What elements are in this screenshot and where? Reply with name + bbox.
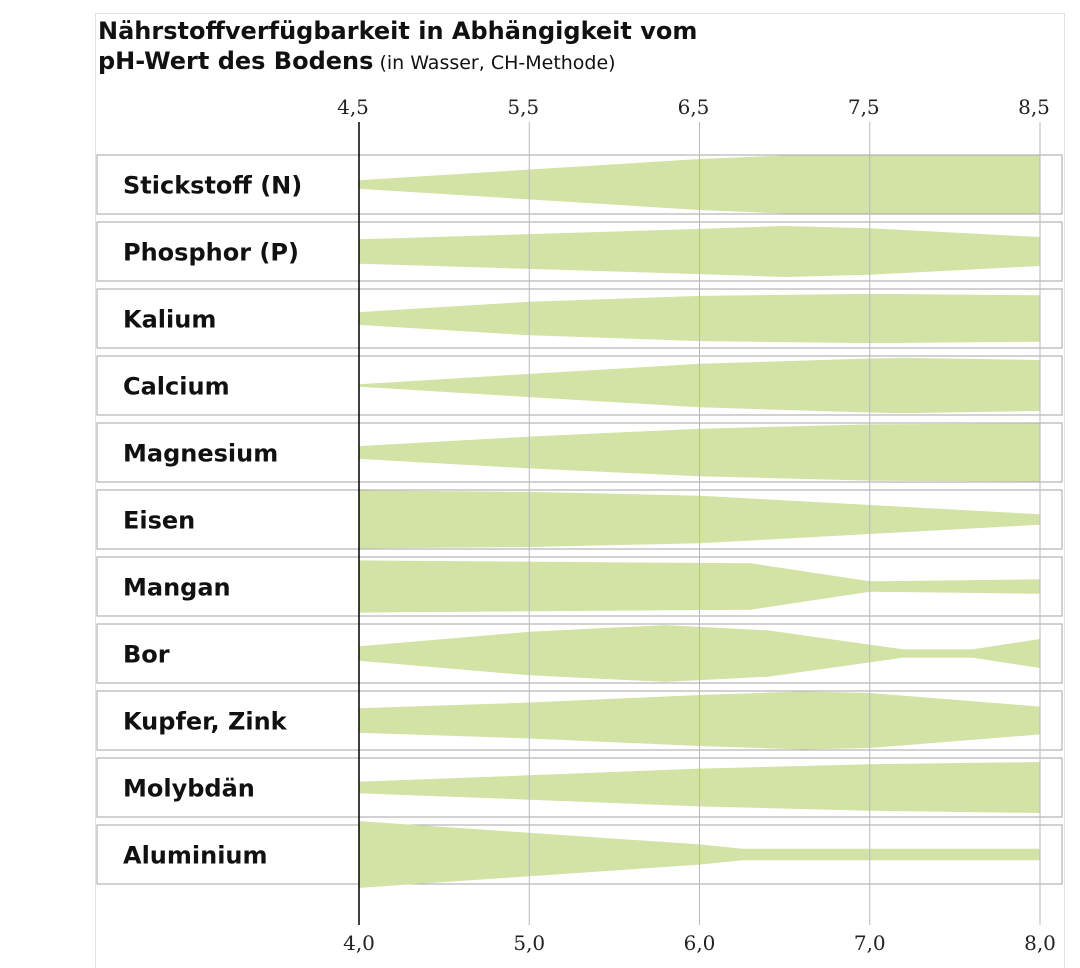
top-tick-label: 6,5 xyxy=(678,95,710,119)
row-label: Molybdän xyxy=(123,775,255,803)
top-tick-label: 5,5 xyxy=(507,95,539,119)
bottom-tick-label: 6,0 xyxy=(684,931,716,955)
nutrient-row: Aluminium xyxy=(96,821,1063,888)
chart-frame xyxy=(95,13,1065,968)
chart-title: Nährstoffverfügbarkeit in Abhängigkeit v… xyxy=(98,16,697,78)
row-label: Stickstoff (N) xyxy=(123,172,302,200)
row-label: Kupfer, Zink xyxy=(123,708,288,736)
nutrient-row: Calcium xyxy=(96,355,1063,416)
bottom-tick-label: 4,0 xyxy=(343,931,375,955)
row-label: Phosphor (P) xyxy=(123,239,299,267)
bottom-tick-label: 5,0 xyxy=(513,931,545,955)
row-label: Kalium xyxy=(123,306,216,334)
nutrient-rows: Stickstoff (N) Phosphor (P) Kalium Calcium M… xyxy=(96,154,1063,888)
grid-lines xyxy=(528,122,1041,925)
nutrient-row: Bor xyxy=(96,623,1063,684)
nutrient-row: Stickstoff (N) xyxy=(96,154,1063,215)
nutrient-row: Eisen xyxy=(96,489,1063,550)
bottom-tick-label: 8,0 xyxy=(1024,931,1056,955)
title-line-2-bold: pH-Wert des Bodens xyxy=(98,47,374,75)
top-tick-label: 4,5 xyxy=(337,95,369,119)
row-label: Eisen xyxy=(123,507,195,535)
bottom-tick-label: 7,0 xyxy=(854,931,886,955)
top-tick-label: 7,5 xyxy=(848,95,880,119)
row-label: Bor xyxy=(123,641,170,669)
top-tick-label: 8,5 xyxy=(1018,95,1050,119)
ph-axes: 4,5 5,5 6,5 7,5 8,5 4,0 5,0 6,0 7,0 8,0 xyxy=(337,95,1056,955)
nutrient-row: Mangan xyxy=(96,556,1063,617)
title-line-1: Nährstoffverfügbarkeit in Abhängigkeit v… xyxy=(98,17,698,45)
nutrient-row: Kalium xyxy=(96,288,1063,349)
nutrient-row: Magnesium xyxy=(96,422,1063,483)
row-label: Mangan xyxy=(123,574,231,602)
nutrient-row: Molybdän xyxy=(96,757,1063,818)
row-label: Magnesium xyxy=(123,440,278,468)
nutrient-row: Kupfer, Zink xyxy=(96,690,1063,751)
nutrient-row: Phosphor (P) xyxy=(96,221,1063,282)
row-label: Aluminium xyxy=(123,842,268,870)
row-label: Calcium xyxy=(123,373,230,401)
title-line-2-note: (in Wasser, CH-Methode) xyxy=(373,52,616,74)
